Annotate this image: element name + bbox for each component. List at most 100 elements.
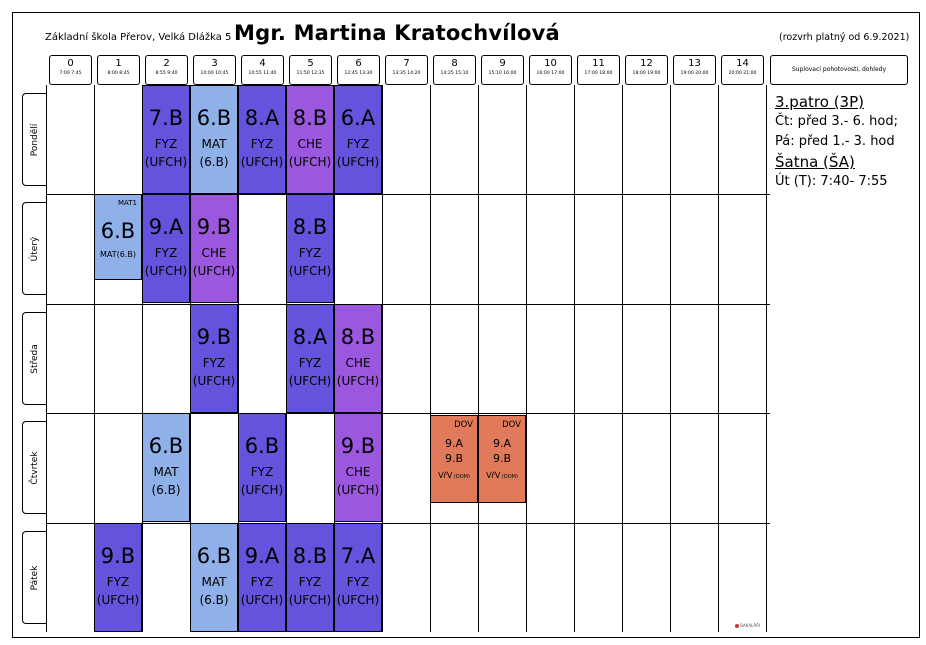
grid-column-line [622,85,623,632]
lesson-subject: FYZ [250,137,274,151]
period-header: 2 8:55 9:40 [145,55,188,85]
lesson-room: (UFCH) [96,593,140,607]
lesson-cell[interactable]: 8.A FYZ (UFCH) [238,85,286,194]
period-number: 3 [211,58,218,69]
lesson-cell[interactable]: MAT1 6.B MAT(6.B) [94,194,142,280]
lesson-class: 8.B [292,215,328,239]
lesson-tag: DOV [454,420,473,430]
period-time: 12:45 13:30 [344,71,373,76]
grid-column-line [142,85,143,632]
grid-column-line [94,85,95,632]
period-header: 12 18:00 19:00 [625,55,668,85]
lesson-class: 6.B [148,434,184,458]
lesson-class: 6.B [100,219,136,243]
period-time: 20:00 21:00 [728,71,757,76]
lesson-room: (6.B) [151,483,181,497]
lesson-room: (UFCH) [240,155,284,169]
lesson-cell[interactable]: 9.B CHE (UFCH) [190,194,238,303]
lesson-room: (DOM) [500,474,518,480]
lesson-subject: FYZ [298,246,322,260]
period-time: 8:00 8:45 [107,71,130,76]
day-label: Pondělí [22,93,46,186]
period-header: 10 16:00 17:00 [529,55,572,85]
lesson-room: VřV (DOM) [438,471,470,480]
grid-column-line [526,85,527,632]
lesson-cell[interactable]: 8.B FYZ (UFCH) [286,194,334,303]
lesson-cell[interactable]: 7.B FYZ (UFCH) [142,85,190,194]
lesson-cell[interactable]: 6.B FYZ (UFCH) [238,413,286,522]
period-time: 10:55 11:40 [248,71,277,76]
lesson-class: 7.B [148,106,184,130]
lesson-cell[interactable]: 8.B FYZ (UFCH) [286,523,334,632]
duties-panel: 3.patro (3P) Čt: před 3.- 6. hod; Pá: před… [775,92,910,192]
lesson-room: (UFCH) [336,593,380,607]
lesson-cell[interactable]: 9.B CHE (UFCH) [334,413,382,522]
lesson-room: (UFCH) [288,593,332,607]
lesson-subject: FYZ [154,246,178,260]
period-number: 6 [355,58,362,69]
period-time: 14:25 15:10 [440,71,469,76]
lesson-cell[interactable]: 6.B MAT (6.B) [190,523,238,632]
period-time: 16:00 17:00 [536,71,565,76]
lesson-room: (6.B) [199,593,229,607]
day-label: Čtvrtek [22,421,46,514]
period-number: 5 [307,58,314,69]
grid-column-line [46,85,47,632]
lesson-cell[interactable]: 8.B CHE (UFCH) [334,304,382,413]
lesson-cell[interactable]: 7.A FYZ (UFCH) [334,523,382,632]
period-time: 11:50 12:35 [296,71,325,76]
lesson-cell[interactable]: 8.A FYZ (UFCH) [286,304,334,413]
day-label: Pátek [22,531,46,624]
lesson-cell[interactable]: 9.A FYZ (UFCH) [142,194,190,303]
period-header: 8 14:25 15:10 [433,55,476,85]
lesson-subject: FYZ [154,137,178,151]
day-label: Středa [22,312,46,405]
period-number: 11 [592,58,605,69]
period-header: 0 7:00 7:45 [49,55,92,85]
lesson-cell[interactable]: 9.B FYZ (UFCH) [94,523,142,632]
lesson-class: 9.A [148,215,184,239]
period-header: 5 11:50 12:35 [289,55,332,85]
period-time: 13:35 14:20 [392,71,421,76]
period-header: 3 10:00 10:45 [193,55,236,85]
lesson-subject: FYZ [298,356,322,370]
lesson-class: 9.B [100,544,136,568]
period-time: 19:00 20:00 [680,71,709,76]
period-number: 10 [544,58,557,69]
duty-heading: 3.patro (3P) [775,93,864,111]
lesson-subject: FYZ [250,575,274,589]
period-header: 9 15:10 16:00 [481,55,524,85]
period-number: 13 [688,58,701,69]
lesson-cell[interactable]: DOV 9.A 9.B VřV (DOM) [430,415,478,503]
lesson-subject: FYZ [250,465,274,479]
lesson-class: 9.A [444,437,464,450]
lesson-class: 8.A [244,106,280,130]
grid-row-line [46,304,770,305]
grid-row-line [46,194,770,195]
duties-header: Suplovací pohotovosti, dohledy [770,55,908,85]
lesson-room: (UFCH) [288,155,332,169]
period-number: 9 [499,58,506,69]
lesson-subject: FYZ [106,575,130,589]
lesson-cell[interactable]: 6.B MAT (6.B) [142,413,190,522]
lesson-cell[interactable]: 6.A FYZ (UFCH) [334,85,382,194]
grid-column-line [430,85,431,632]
lesson-subject: MAT [201,575,227,589]
lesson-class: 9.B [196,215,232,239]
period-header: 13 19:00 20:00 [673,55,716,85]
lesson-room: (UFCH) [192,264,236,278]
lesson-cell[interactable]: 9.B FYZ (UFCH) [190,304,238,413]
period-header: 6 12:45 13:30 [337,55,380,85]
lesson-subject: 9.B [444,452,464,465]
timetable-frame [12,12,920,638]
duty-line: Pá: před 1.- 3. hod [775,134,895,149]
lesson-cell[interactable]: 8.B CHE (UFCH) [286,85,334,194]
lesson-class: 8.B [340,325,376,349]
lesson-cell[interactable]: 6.B MAT (6.B) [190,85,238,194]
day-label: Úterý [22,202,46,295]
lesson-cell[interactable]: 9.A FYZ (UFCH) [238,523,286,632]
lesson-cell[interactable]: DOV 9.A 9.B VřV (DOM) [478,415,526,503]
day-name: Pátek [29,565,40,590]
grid-column-line [574,85,575,632]
duty-heading: Šatna (ŠA) [775,153,855,171]
